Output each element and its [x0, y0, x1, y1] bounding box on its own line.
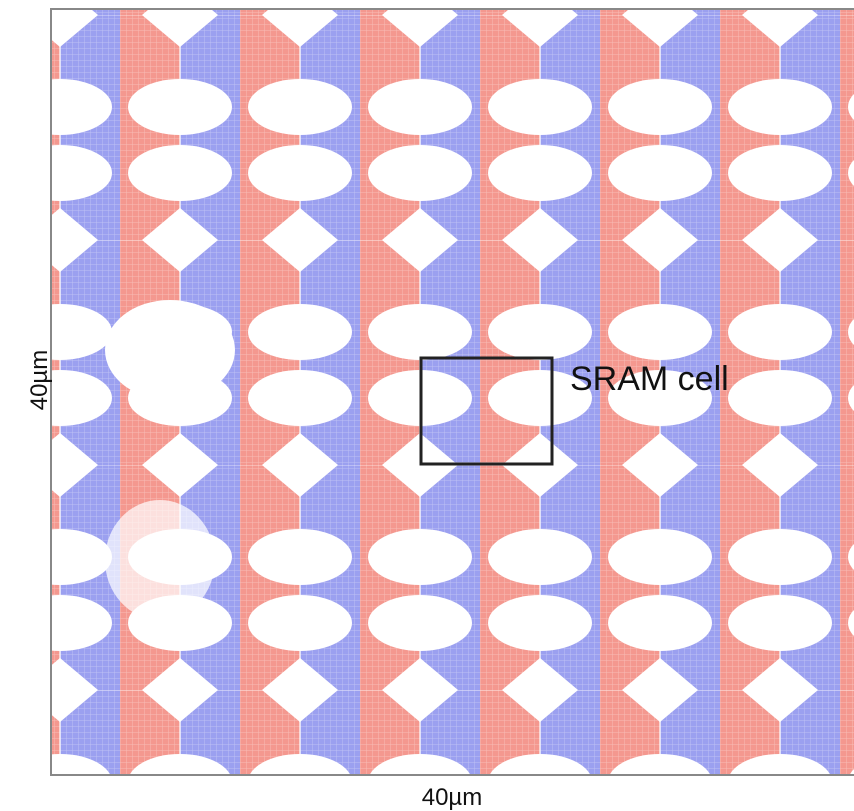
highlight-box	[419, 356, 554, 466]
x-axis-label: 40µm	[422, 784, 483, 811]
y-axis-label: 40µm	[26, 350, 53, 411]
cell-map	[51, 9, 854, 775]
image-frame	[50, 8, 854, 776]
annotation: SRAM cell	[570, 360, 729, 398]
